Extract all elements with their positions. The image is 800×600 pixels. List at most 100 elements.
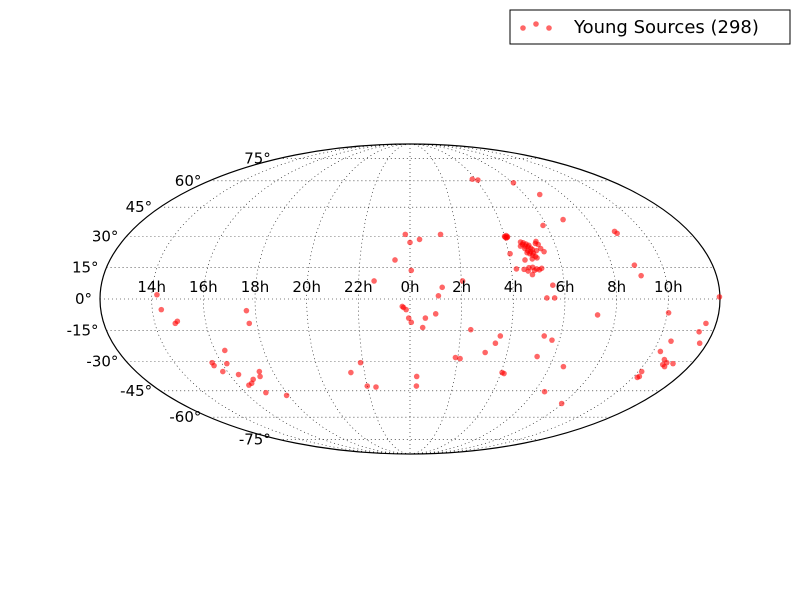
x-tick-label: 6h [555, 278, 574, 296]
y-tick-label: 45° [126, 198, 153, 216]
data-point [513, 266, 520, 272]
data-point [536, 191, 543, 198]
graticule-grid [100, 143, 720, 455]
legend-marker [520, 25, 526, 31]
y-tick-label: 75° [244, 150, 271, 168]
data-point [670, 360, 676, 367]
data-point [541, 333, 548, 339]
grid-meridian [151, 143, 411, 455]
data-point [502, 234, 509, 240]
y-tick-label: 15° [72, 258, 99, 276]
x-tick-label: 4h [504, 278, 523, 296]
data-point [422, 315, 429, 321]
data-point [497, 333, 504, 339]
data-point [413, 383, 420, 389]
data-point [550, 282, 556, 289]
data-point [716, 294, 723, 300]
data-point [544, 295, 550, 301]
x-tick-label: 18h [241, 278, 270, 296]
data-point [405, 315, 412, 321]
data-point [407, 239, 413, 246]
data-point [665, 310, 672, 316]
data-point [535, 241, 541, 248]
data-point [211, 362, 217, 369]
data-point [501, 370, 507, 377]
x-tick-labels: 14h 16h 18h 20h 22h 0h 2h 4h 6h 8h 10h [137, 278, 682, 296]
data-point [263, 389, 269, 396]
data-point [657, 348, 664, 355]
data-point [507, 250, 513, 257]
data-point [703, 320, 709, 327]
y-tick-label: 30° [92, 227, 119, 245]
x-tick-label: 10h [654, 278, 683, 296]
y-tick-label: -15° [67, 322, 99, 340]
data-point [154, 291, 160, 298]
legend-box [509, 9, 791, 45]
data-point [533, 247, 540, 254]
data-point [419, 324, 426, 331]
data-point [408, 319, 415, 326]
data-point [534, 255, 540, 261]
data-point [413, 373, 420, 380]
data-point [534, 353, 540, 360]
data-point [224, 360, 230, 367]
data-point [457, 355, 463, 362]
data-point [525, 268, 531, 274]
data-point [696, 340, 703, 347]
legend-label: Young Sources (298) [573, 17, 759, 38]
data-point [558, 400, 565, 407]
x-tick-label: 2h [452, 278, 471, 296]
data-point [432, 311, 439, 317]
grid-meridian [409, 143, 669, 455]
data-point [524, 249, 530, 256]
data-point [437, 231, 444, 238]
data-point [475, 177, 481, 183]
legend-marker [546, 25, 552, 31]
y-tick-label: 60° [175, 172, 202, 190]
y-tick-label: 0° [75, 290, 92, 308]
data-point [661, 363, 668, 370]
data-point [510, 180, 517, 186]
data-point [435, 293, 442, 299]
data-point [467, 326, 474, 333]
x-tick-label: 0h [400, 278, 419, 296]
data-point [416, 236, 423, 243]
data-point [357, 359, 364, 366]
data-point [256, 368, 263, 375]
data-point [243, 307, 250, 314]
data-point [392, 257, 398, 263]
data-point [452, 354, 459, 361]
grid-meridian [409, 143, 617, 455]
data-point [373, 384, 379, 390]
data-point [541, 388, 548, 395]
data-point [560, 216, 566, 223]
y-tick-labels: 75° 60° 45° 30° 15° 0° -15° -30°-45° -60° -75° [67, 150, 271, 449]
data-point [634, 374, 641, 381]
data-point [611, 228, 618, 235]
x-tick-label: 14h [137, 278, 166, 296]
y-tick-label: -30° [86, 353, 118, 371]
data-point [631, 262, 638, 268]
data-point [348, 369, 354, 376]
x-tick-label: 22h [344, 278, 373, 296]
data-point [531, 267, 538, 274]
data-point [517, 243, 524, 249]
data-point [638, 272, 644, 279]
grid-meridian [409, 143, 462, 455]
grid-meridian [409, 143, 566, 455]
data-point [541, 248, 547, 255]
data-point [235, 371, 242, 378]
data-point [696, 328, 702, 335]
data-point [560, 363, 567, 370]
data-point [638, 368, 645, 375]
data-point [459, 278, 466, 284]
y-tick-label: -45° [120, 382, 152, 400]
x-tick-label: 20h [292, 278, 321, 296]
data-point [283, 392, 290, 399]
data-point [522, 257, 528, 263]
data-point [439, 284, 446, 291]
data-point [668, 338, 674, 344]
data-point [551, 295, 558, 301]
x-tick-label: 16h [189, 278, 218, 296]
